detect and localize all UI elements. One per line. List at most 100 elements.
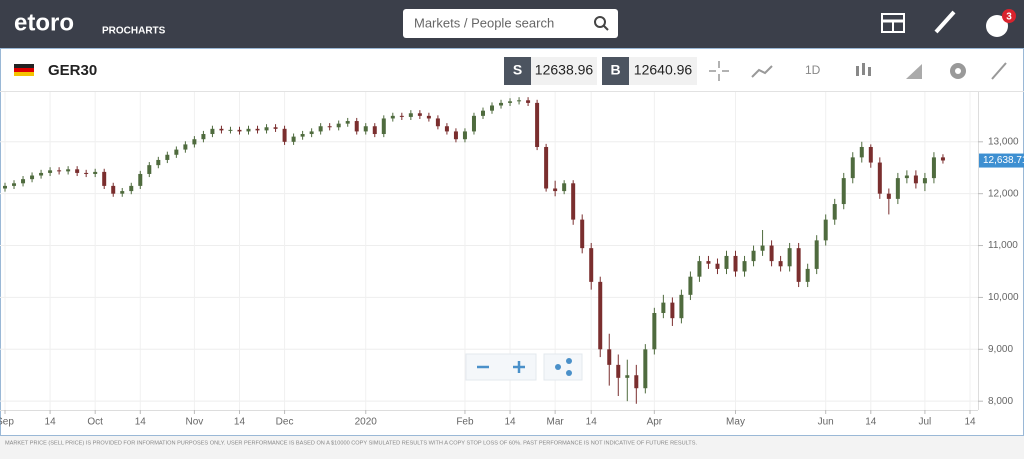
candle-body bbox=[661, 302, 666, 313]
product-name: PROCHARTS bbox=[102, 26, 166, 37]
search-icon[interactable] bbox=[594, 16, 606, 28]
candle-body bbox=[399, 115, 404, 117]
share-button[interactable] bbox=[543, 353, 583, 381]
x-tick-label: Sep bbox=[0, 417, 14, 428]
buy-label[interactable]: B bbox=[610, 62, 620, 78]
candle-body bbox=[471, 115, 476, 132]
x-tick-label: Mar bbox=[547, 417, 565, 428]
search-icon[interactable] bbox=[603, 25, 609, 31]
candle-body bbox=[237, 129, 242, 132]
candle-body bbox=[931, 157, 936, 179]
candle-body bbox=[886, 193, 891, 199]
chart-marks: 8,000 9,000 10,000 11,000 12,000 13,000 Sep 14 O… bbox=[0, 92, 1024, 428]
candle-body bbox=[841, 178, 846, 205]
candle-body bbox=[111, 185, 116, 194]
candle-body bbox=[850, 157, 855, 179]
candle-body bbox=[643, 349, 648, 389]
sell-price[interactable]: 12638.96 bbox=[535, 62, 594, 78]
buy-price[interactable]: 12640.96 bbox=[634, 62, 693, 78]
candle-body bbox=[598, 281, 603, 350]
candle-body bbox=[913, 175, 918, 184]
sell-price-box[interactable] bbox=[531, 57, 597, 85]
candle-body bbox=[697, 261, 702, 277]
candle-body bbox=[363, 126, 368, 132]
x-tick-label: Jul bbox=[919, 417, 932, 428]
share-icon[interactable] bbox=[555, 358, 572, 376]
candle-body bbox=[30, 175, 35, 180]
candle-body bbox=[751, 250, 756, 262]
buy-button[interactable] bbox=[602, 57, 629, 85]
candle-body bbox=[282, 128, 287, 142]
candle-body bbox=[426, 115, 431, 119]
candle-body bbox=[652, 312, 657, 350]
candle-body bbox=[832, 204, 837, 220]
logo[interactable]: etoro bbox=[14, 9, 74, 36]
layout-icon[interactable] bbox=[881, 13, 905, 33]
timeframe[interactable]: 1D bbox=[805, 63, 821, 77]
candle-body bbox=[571, 183, 576, 220]
fullscreen-icon[interactable] bbox=[991, 62, 1007, 80]
candle-body bbox=[904, 175, 909, 179]
x-tick-label: Nov bbox=[185, 417, 203, 428]
x-tick-label: 14 bbox=[234, 417, 246, 428]
flag-icon bbox=[14, 72, 34, 76]
candle-body bbox=[12, 183, 17, 186]
candle-body bbox=[922, 178, 927, 184]
candle-body bbox=[246, 128, 251, 132]
crosshair-icon[interactable] bbox=[709, 61, 729, 81]
candle-body bbox=[3, 185, 7, 189]
zoom-controls bbox=[465, 353, 537, 381]
candle-body bbox=[444, 126, 449, 132]
x-tick-label: 14 bbox=[45, 417, 57, 428]
x-tick-label: Jun bbox=[818, 417, 834, 428]
candle-body bbox=[480, 110, 485, 116]
indicator-icon[interactable] bbox=[751, 65, 773, 78]
candle-body bbox=[490, 105, 495, 111]
buy-price-box[interactable] bbox=[629, 57, 697, 85]
candle-body bbox=[345, 121, 350, 124]
y-tick-label: 12,000 bbox=[988, 188, 1019, 199]
candle-body bbox=[381, 118, 386, 135]
x-tick-label: May bbox=[726, 417, 745, 428]
candle-body bbox=[787, 248, 792, 267]
candle-body bbox=[84, 172, 89, 174]
candle-body bbox=[417, 113, 422, 116]
sell-label[interactable]: S bbox=[513, 62, 522, 78]
candle-body bbox=[679, 294, 684, 319]
candle-body bbox=[48, 170, 53, 173]
candle-body bbox=[264, 127, 269, 131]
candle-body bbox=[462, 131, 467, 140]
notification-count[interactable]: 3 bbox=[1006, 12, 1012, 23]
symbol: GER30 bbox=[48, 62, 97, 79]
candle-body bbox=[192, 139, 197, 145]
edit-icon[interactable] bbox=[934, 10, 956, 34]
x-tick-label: 14 bbox=[865, 417, 877, 428]
candle-body bbox=[688, 276, 693, 295]
candle-body bbox=[354, 121, 359, 132]
candle-body bbox=[120, 191, 125, 194]
candle-body bbox=[21, 179, 26, 184]
candle-body bbox=[75, 169, 80, 173]
candle-body bbox=[760, 245, 765, 251]
draw-icon[interactable] bbox=[906, 64, 922, 79]
candle-body bbox=[66, 169, 71, 172]
search-placeholder[interactable]: Markets / People search bbox=[414, 15, 554, 30]
y-tick-label: 8,000 bbox=[988, 396, 1013, 407]
candle-body bbox=[544, 146, 549, 189]
candle-body bbox=[553, 188, 558, 192]
x-tick-label: Apr bbox=[647, 417, 663, 428]
x-tick-label: Feb bbox=[456, 417, 474, 428]
candle-body bbox=[318, 126, 323, 132]
chart-type-icon[interactable] bbox=[856, 63, 871, 76]
profile-icon[interactable] bbox=[986, 15, 1008, 37]
sell-button[interactable] bbox=[504, 57, 531, 85]
x-tick-label: Oct bbox=[87, 417, 103, 428]
candle-body bbox=[147, 165, 152, 174]
candle-body bbox=[327, 126, 332, 128]
candle-body bbox=[291, 136, 296, 142]
search-box[interactable] bbox=[403, 9, 618, 38]
notification-badge[interactable] bbox=[1002, 9, 1016, 23]
candle-body bbox=[634, 375, 639, 389]
candle-body bbox=[102, 171, 107, 186]
